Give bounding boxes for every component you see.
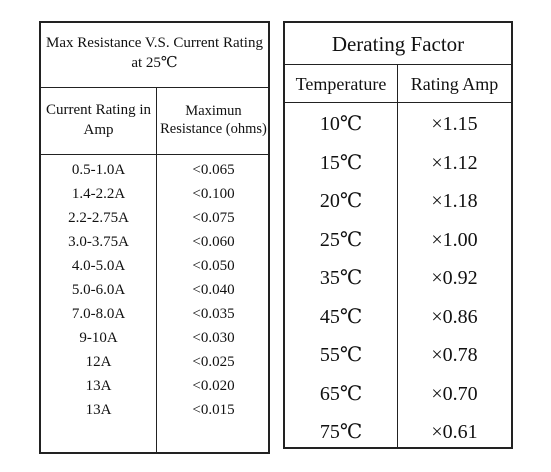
- max-resistance-cell: <0.100: [192, 186, 235, 202]
- max-resistance-cell: <0.040: [192, 282, 235, 298]
- temperature-cell: 20℃: [319, 190, 363, 212]
- max-resistance-cell: <0.050: [192, 258, 235, 274]
- current-rating-cell: 3.0-3.75A: [68, 234, 129, 250]
- rating-factor-cell: ×1.00: [431, 228, 478, 251]
- rating-factor-cell: ×1.18: [431, 190, 478, 212]
- max-resistance-cell: <0.015: [192, 402, 235, 418]
- temperature-cell: 35℃: [319, 267, 363, 289]
- header-max-resistance: Maximun Resistance (ohms): [160, 103, 267, 137]
- current-rating-cell: 12A: [85, 354, 112, 370]
- max-resistance-cell: <0.020: [192, 378, 235, 394]
- max-resistance-cell: <0.075: [192, 210, 235, 226]
- header-divider: [41, 154, 268, 155]
- title-divider: [285, 64, 511, 65]
- current-rating-cell: 4.0-5.0A: [71, 258, 126, 274]
- temperature-cell: 15℃: [319, 151, 363, 174]
- header-rating-amp: Rating Amp: [410, 74, 499, 94]
- resistance-table-title: Max Resistance V.S. Current Rating at 25…: [46, 35, 263, 71]
- current-rating-cell: 5.0-6.0A: [71, 282, 126, 298]
- rating-factor-cell: ×0.61: [431, 421, 478, 443]
- current-rating-cell: 9-10A: [79, 330, 118, 346]
- rating-factor-cell: ×0.86: [431, 305, 478, 328]
- max-resistance-cell: <0.030: [192, 330, 235, 346]
- temperature-cell: 65℃: [319, 382, 363, 405]
- rating-factor-cell: ×0.78: [431, 344, 478, 366]
- temperature-cell: 55℃: [319, 344, 363, 366]
- title-divider: [41, 87, 268, 88]
- max-resistance-cell: <0.065: [192, 162, 235, 178]
- temperature-cell: 25℃: [319, 228, 363, 251]
- header-current-rating: Current Rating in Amp: [46, 102, 151, 138]
- column-divider: [397, 64, 398, 447]
- derating-table-title: Derating Factor: [331, 32, 465, 56]
- temperature-cell: 45℃: [319, 305, 363, 328]
- current-rating-cell: 13A: [85, 378, 112, 394]
- header-temperature: Temperature: [295, 74, 387, 94]
- column-divider: [156, 87, 157, 452]
- rating-factor-cell: ×1.15: [431, 113, 478, 135]
- max-resistance-cell: <0.035: [192, 306, 235, 322]
- rating-factor-cell: ×0.92: [431, 267, 478, 289]
- max-resistance-cell: <0.025: [192, 354, 235, 370]
- current-rating-cell: 1.4-2.2A: [71, 186, 126, 202]
- rating-factor-cell: ×1.12: [431, 151, 478, 174]
- current-rating-cell: 2.2-2.75A: [68, 210, 129, 226]
- derating-table: Derating Factor Temperature Rating Amp 1…: [283, 21, 513, 449]
- current-rating-cell: 7.0-8.0A: [71, 306, 126, 322]
- temperature-cell: 10℃: [319, 113, 363, 135]
- rating-factor-cell: ×0.70: [431, 382, 478, 405]
- temperature-cell: 75℃: [319, 421, 363, 443]
- resistance-table: Max Resistance V.S. Current Rating at 25…: [39, 21, 270, 454]
- max-resistance-cell: <0.060: [192, 234, 235, 250]
- current-rating-cell: 13A: [85, 402, 112, 418]
- header-divider: [285, 102, 511, 103]
- current-rating-cell: 0.5-1.0A: [71, 162, 126, 178]
